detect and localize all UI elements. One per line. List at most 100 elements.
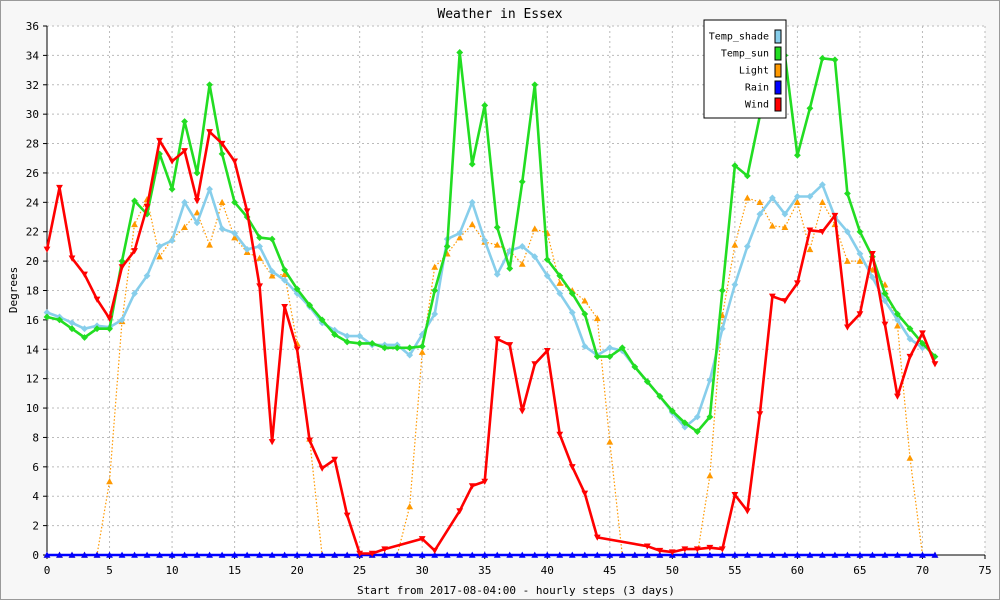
data-point-wind [869,251,876,258]
data-point-wind [481,478,489,485]
data-point-rain [606,551,614,558]
data-point-wind [131,248,138,255]
data-point-temp-shade [768,194,776,202]
data-point-rain [768,551,776,558]
data-point-wind [781,298,789,305]
data-point-rain [81,551,88,558]
data-point-temp-shade [356,332,364,340]
data-point-temp-sun [593,353,601,361]
data-point-wind [681,546,689,553]
grid-lines [47,25,986,555]
data-point-temp-sun [881,290,889,297]
data-point-temp-sun [643,378,651,386]
data-point-wind [381,546,389,553]
data-point-wind [743,508,751,515]
series-group [43,49,939,558]
data-point-temp-shade [456,229,464,237]
data-point-rain [381,551,389,558]
data-point-temp-shade [693,413,701,421]
data-point-wind [593,534,601,541]
data-point-rain [906,551,914,558]
y-tick-label: 32 [26,79,39,92]
data-point-light [193,209,201,216]
chart-title: Weather in Essex [437,7,562,22]
data-point-temp-shade [43,309,51,316]
series-temp-sun [43,49,939,435]
data-point-temp-shade [869,273,876,281]
series-line-temp-sun [46,51,936,433]
data-point-temp-shade [231,229,238,237]
data-point-temp-sun [381,344,389,352]
data-point-light [743,194,751,201]
data-point-temp-shade [743,243,751,250]
data-point-wind [731,492,739,499]
legend-swatch [774,46,782,61]
data-point-temp-sun [456,49,464,56]
data-point-rain [331,551,339,558]
x-axis-label: Start from 2017-08-04:00 - hourly steps … [357,584,675,597]
data-point-light [531,225,539,232]
data-point-rain [56,551,63,558]
data-point-rain [268,551,276,558]
data-point-rain [456,551,464,558]
data-point-temp-sun [656,392,664,400]
y-tick-label: 28 [26,138,39,151]
data-point-wind [68,255,76,262]
legend-swatch [774,97,782,112]
data-point-wind [931,361,939,368]
data-point-wind [293,346,301,353]
data-point-temp-sun [81,334,88,341]
data-point-light [468,220,476,228]
data-point-temp-sun [106,325,113,333]
data-point-temp-sun [256,234,264,241]
x-tick-label: 25 [353,564,366,577]
data-point-temp-sun [68,325,76,333]
data-point-temp-sun [331,331,339,338]
data-point-temp-shade [281,276,289,284]
data-point-temp-sun [231,198,238,206]
data-point-rain [593,551,601,558]
series-line-light [47,197,935,556]
data-point-rain [181,551,188,558]
data-point-temp-sun [856,228,864,236]
data-point-temp-sun [193,169,201,177]
data-point-wind [556,431,564,438]
data-point-temp-sun [293,285,301,293]
data-point-temp-sun [906,325,914,333]
data-point-temp-sun [506,265,514,272]
data-point-temp-sun [368,340,376,347]
data-point-rain [118,551,126,558]
data-point-temp-sun [268,235,276,243]
data-point-light [844,257,851,264]
data-point-rain [293,551,301,558]
data-point-temp-shade [481,237,489,244]
y-tick-label: 10 [26,402,39,415]
data-point-temp-sun [131,197,138,205]
data-point-wind [919,330,926,337]
data-point-rain [281,551,289,558]
data-point-rain [393,551,401,558]
data-point-wind [756,411,764,418]
data-point-rain [43,551,51,558]
data-point-temp-shade [819,181,826,189]
legend-label: Light [739,66,769,77]
data-point-light [431,263,439,270]
data-point-rain [693,551,701,558]
data-point-light [281,270,289,278]
data-point-temp-sun [431,287,439,294]
data-point-wind [418,536,426,543]
data-point-temp-sun [468,160,476,168]
data-point-rain [68,551,76,558]
data-point-wind [518,408,526,415]
y-tick-label: 6 [32,461,39,474]
data-point-wind [106,315,113,322]
data-point-temp-sun [894,310,901,318]
data-point-rain [243,551,251,558]
data-point-rain [543,551,551,558]
x-tick-label: 75 [978,564,991,577]
data-point-rain [443,551,451,558]
y-tick-label: 12 [26,373,39,386]
y-tick-label: 0 [32,549,39,562]
data-point-temp-sun [343,338,351,346]
data-point-wind [193,198,201,205]
